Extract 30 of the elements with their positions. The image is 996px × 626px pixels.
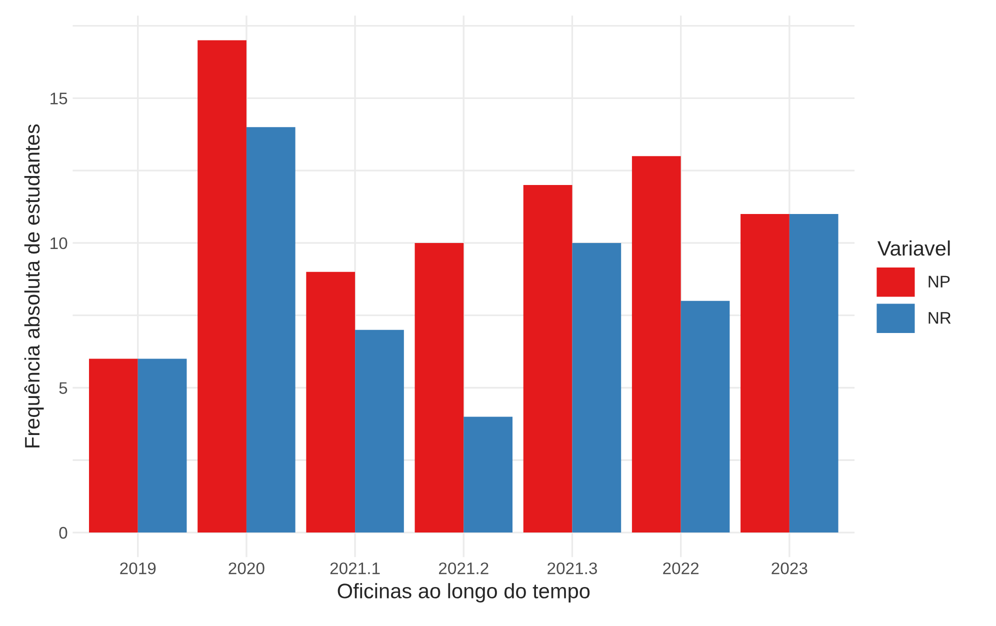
x-tick-label: 2021.1 [330,562,380,574]
bar [523,185,572,533]
x-tick-label: 2021.3 [548,562,597,574]
y-tick-label: 0 [59,526,68,539]
y-tick-label: 10 [50,237,68,250]
bar [572,242,622,533]
legend-label: NR [928,312,951,324]
legend-label: NP [928,276,950,288]
x-tick-label: 2021.2 [438,562,488,574]
y-tick-label: 15 [50,92,68,104]
bar [198,40,246,533]
x-tick-label: 2019 [120,562,156,574]
bar [632,156,681,533]
y-axis-title: Frequência absoluta de estudantes [24,124,44,448]
x-tick-label: 2022 [663,562,699,574]
legend-title: Variavel [877,240,950,256]
bar [246,127,296,533]
bar [740,214,790,533]
bar [414,242,464,533]
y-tick-label: 5 [59,382,68,394]
bar [306,272,356,533]
bar [138,358,187,533]
bar [789,214,838,533]
x-tick-label: 2020 [228,562,264,574]
bar [464,416,513,533]
bar [88,358,138,533]
x-axis-title: Oficinas ao longo do tempo [338,583,590,603]
x-tick-label: 2023 [772,562,808,574]
bar [680,300,730,533]
bar [355,330,404,533]
